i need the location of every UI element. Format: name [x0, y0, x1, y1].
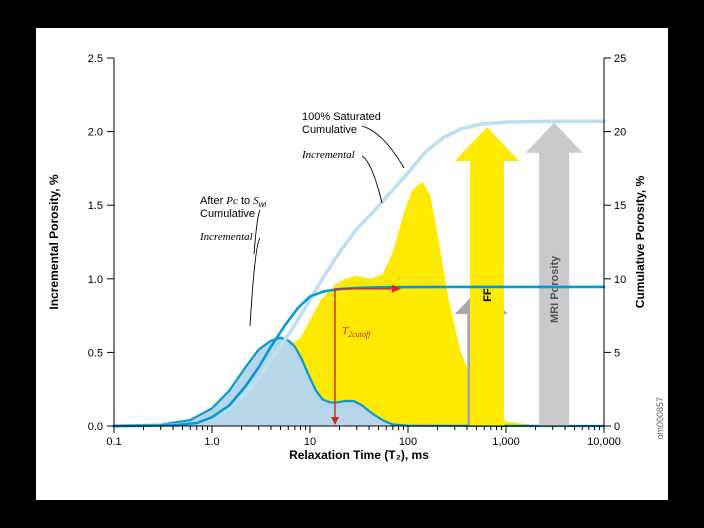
leader-sat-incr [362, 156, 382, 203]
yr-tick-0: 0 [614, 421, 620, 433]
x-tick-4: 1,000 [492, 436, 520, 448]
yl-tick-5: 2.5 [88, 53, 103, 65]
credit-text: om000857 [655, 397, 665, 440]
x-axis-title: Relaxation Time (T₂), ms [289, 448, 429, 462]
nmr-porosity-chart: BVIFFIMRI PorosityT2cutoff100% Saturated… [114, 58, 604, 426]
x-tick-3: 100 [399, 436, 417, 448]
yl-tick-4: 2.0 [88, 127, 103, 139]
leader-sat-cum [362, 126, 404, 168]
x-tick-5: 10,000 [587, 436, 621, 448]
x-axis-title-container: Relaxation Time (T₂), ms [114, 448, 604, 462]
incrementalSat-area [114, 182, 604, 426]
ann-sat-incr-0: Incremental [301, 149, 355, 161]
yl-tick-3: 1.5 [88, 200, 103, 212]
yl-tick-0: 0.0 [88, 421, 103, 433]
yr-tick-4: 20 [614, 127, 626, 139]
ann-swi-cum-1: Cumulative [200, 208, 255, 220]
x-tick-1: 1.0 [204, 436, 219, 448]
yl-tick-2: 1.0 [88, 274, 103, 286]
ann-sat-cum-0: 100% Saturated [302, 111, 381, 123]
leader-swi-incr [250, 238, 260, 326]
mri-label: MRI Porosity [549, 255, 561, 323]
yr-tick-1: 5 [614, 347, 620, 359]
yr-tick-3: 15 [614, 200, 626, 212]
ann-swi-incr-0: Incremental [199, 231, 253, 243]
left-axis-title-svg: Incremental Porosity, % [44, 58, 66, 426]
y-right-title: Cumulative Porosity, % [636, 175, 647, 308]
ann-swi-cum-0: After Pc to Swi [200, 195, 266, 209]
y-left-title: Incremental Porosity, % [47, 174, 61, 309]
x-tick-0: 0.1 [106, 436, 121, 448]
right-axis-title-svg: Cumulative Porosity, % [636, 58, 658, 426]
ann-sat-cum-1: Cumulative [302, 124, 357, 136]
yr-tick-5: 25 [614, 53, 626, 65]
x-tick-2: 10 [304, 436, 316, 448]
yr-tick-2: 10 [614, 274, 626, 286]
yl-tick-1: 0.5 [88, 347, 103, 359]
